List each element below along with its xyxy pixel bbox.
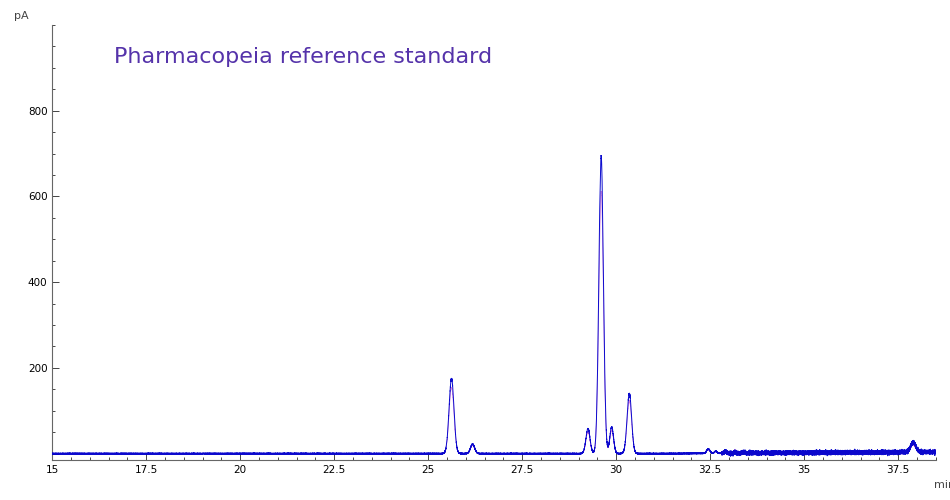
X-axis label: min: min xyxy=(934,480,950,490)
Y-axis label: pA: pA xyxy=(14,10,28,20)
Text: Pharmacopeia reference standard: Pharmacopeia reference standard xyxy=(114,47,492,66)
